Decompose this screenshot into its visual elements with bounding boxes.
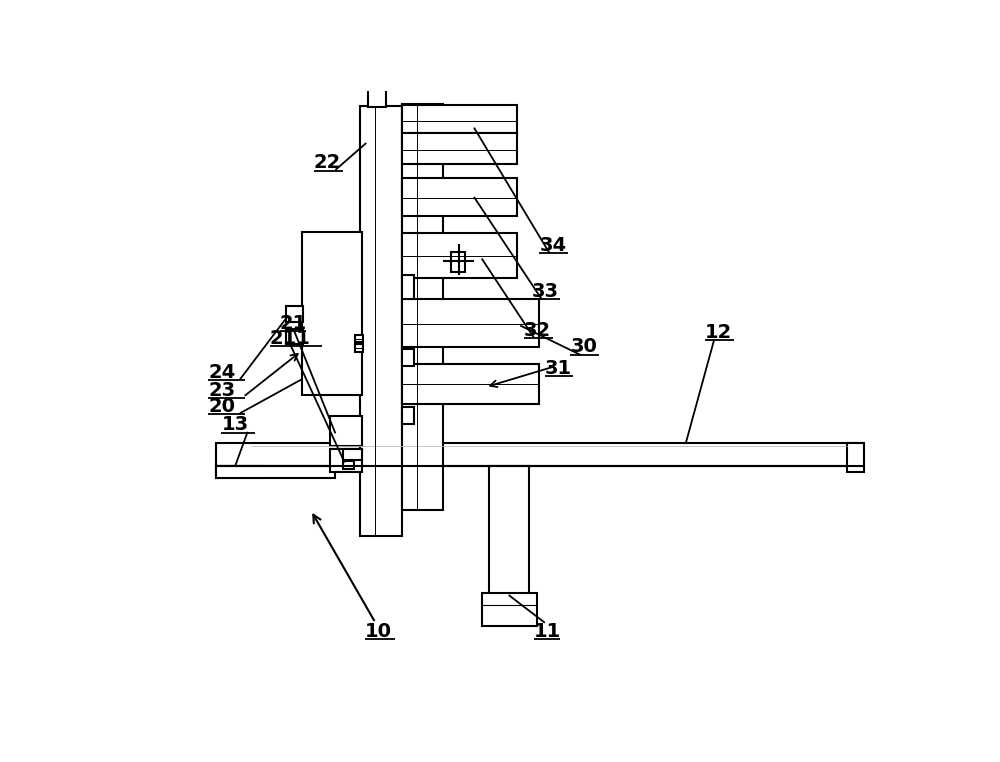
Text: 21: 21 <box>280 314 307 332</box>
Text: 24: 24 <box>208 363 236 382</box>
Text: 23: 23 <box>208 380 235 399</box>
Bar <box>355 344 363 352</box>
Text: 11: 11 <box>534 622 561 641</box>
Bar <box>402 274 414 299</box>
Text: 10: 10 <box>365 622 392 641</box>
Bar <box>402 178 517 216</box>
Text: 33: 33 <box>532 282 559 301</box>
Bar <box>482 594 537 626</box>
Bar <box>286 328 303 344</box>
Bar <box>343 461 354 469</box>
Bar <box>451 251 465 271</box>
Bar <box>489 466 529 595</box>
Bar <box>402 233 517 278</box>
Bar <box>402 105 517 133</box>
Bar <box>330 449 362 472</box>
Text: 34: 34 <box>539 235 567 255</box>
Bar <box>216 466 335 478</box>
Text: 12: 12 <box>705 323 732 342</box>
Bar <box>355 335 363 342</box>
Bar <box>402 407 414 424</box>
Bar <box>343 449 362 459</box>
Bar <box>368 59 386 107</box>
Bar <box>216 443 863 466</box>
Text: 22: 22 <box>314 153 341 172</box>
Bar <box>286 306 303 322</box>
Text: 20: 20 <box>208 397 235 416</box>
Text: 30: 30 <box>570 338 597 357</box>
Bar <box>402 349 414 366</box>
Text: 31: 31 <box>545 359 572 378</box>
Bar <box>402 104 443 511</box>
Bar <box>847 443 864 472</box>
Bar <box>330 416 362 446</box>
Text: 32: 32 <box>524 321 551 340</box>
Bar <box>302 232 362 395</box>
Bar <box>402 299 539 347</box>
Text: 13: 13 <box>221 415 249 434</box>
Bar <box>216 466 261 478</box>
Bar <box>402 133 517 164</box>
Bar <box>360 106 402 536</box>
Text: 211: 211 <box>270 329 311 348</box>
Bar <box>402 364 539 404</box>
